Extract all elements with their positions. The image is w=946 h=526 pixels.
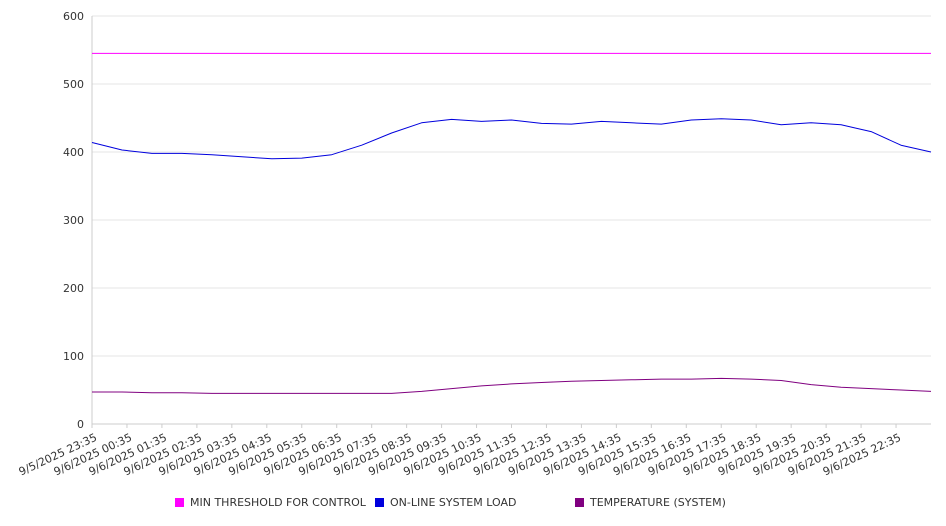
- legend-swatch-min-threshold: [175, 498, 184, 507]
- y-tick-label: 400: [63, 146, 84, 159]
- series-lines: [91, 52, 932, 394]
- legend: MIN THRESHOLD FOR CONTROL ON-LINE SYSTEM…: [0, 496, 946, 514]
- y-tick-label: 600: [63, 10, 84, 23]
- legend-swatch-temperature: [575, 498, 584, 507]
- y-tick-label: 200: [63, 282, 84, 295]
- y-tick-label: 100: [63, 350, 84, 363]
- legend-item-system-load: ON-LINE SYSTEM LOAD: [375, 496, 516, 509]
- legend-swatch-system-load: [375, 498, 384, 507]
- y-tick-label: 500: [63, 78, 84, 91]
- legend-item-min-threshold: MIN THRESHOLD FOR CONTROL: [175, 496, 366, 509]
- series-line-2: [92, 377, 932, 394]
- series-line-1: [91, 118, 932, 160]
- legend-label-temperature: TEMPERATURE (SYSTEM): [590, 496, 726, 509]
- legend-label-system-load: ON-LINE SYSTEM LOAD: [390, 496, 517, 509]
- gridlines: [92, 15, 931, 357]
- x-axis-ticks: 9/5/2025 23:359/6/2025 00:359/6/2025 01:…: [17, 424, 903, 478]
- y-tick-label: 300: [63, 214, 84, 227]
- legend-label-min-threshold: MIN THRESHOLD FOR CONTROL: [190, 496, 366, 509]
- y-tick-label: 0: [77, 418, 84, 431]
- y-axis-ticks: 0 100 200 300 400 500 600: [63, 10, 84, 431]
- legend-item-temperature: TEMPERATURE (SYSTEM): [575, 496, 726, 509]
